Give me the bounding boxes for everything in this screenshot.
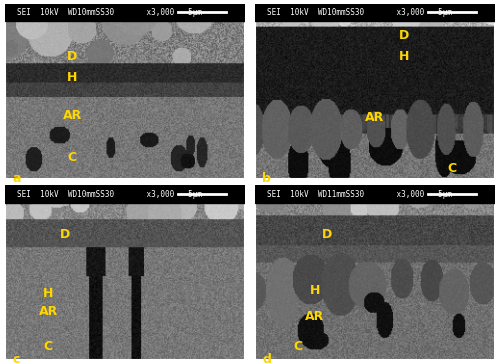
Text: SEI  10kV  WD10mmSS30       x3,000   5μm: SEI 10kV WD10mmSS30 x3,000 5μm [17, 8, 202, 17]
Text: c: c [12, 353, 20, 364]
Bar [255, 4, 495, 21]
Text: SEI  10kV  WD11mmSS30       x3,000   5μm: SEI 10kV WD11mmSS30 x3,000 5μm [267, 190, 452, 199]
Text: H: H [67, 71, 78, 84]
Text: H: H [398, 50, 409, 63]
Text: C: C [447, 162, 456, 174]
Text: H: H [310, 284, 320, 297]
Text: C: C [294, 340, 302, 353]
Text: AR: AR [366, 111, 384, 124]
Text: D: D [322, 228, 332, 241]
Text: D: D [67, 50, 78, 63]
Text: C: C [68, 151, 77, 164]
Text: a: a [12, 171, 20, 185]
Text: AR: AR [305, 310, 324, 323]
Text: AR: AR [62, 109, 82, 122]
Text: b: b [262, 171, 271, 185]
Text: SEI  10kV  WD10mmSS30       x3,000   5μm: SEI 10kV WD10mmSS30 x3,000 5μm [267, 8, 452, 17]
Text: d: d [262, 353, 271, 364]
Text: C: C [44, 340, 53, 353]
Text: D: D [60, 228, 70, 241]
Bar [255, 186, 495, 203]
Bar [5, 4, 245, 21]
Text: SEI  10kV  WD10mmSS30       x3,000   5μm: SEI 10kV WD10mmSS30 x3,000 5μm [17, 190, 202, 199]
Text: AR: AR [38, 305, 58, 318]
Text: H: H [43, 288, 54, 300]
Text: D: D [398, 29, 409, 41]
Bar [5, 186, 245, 203]
